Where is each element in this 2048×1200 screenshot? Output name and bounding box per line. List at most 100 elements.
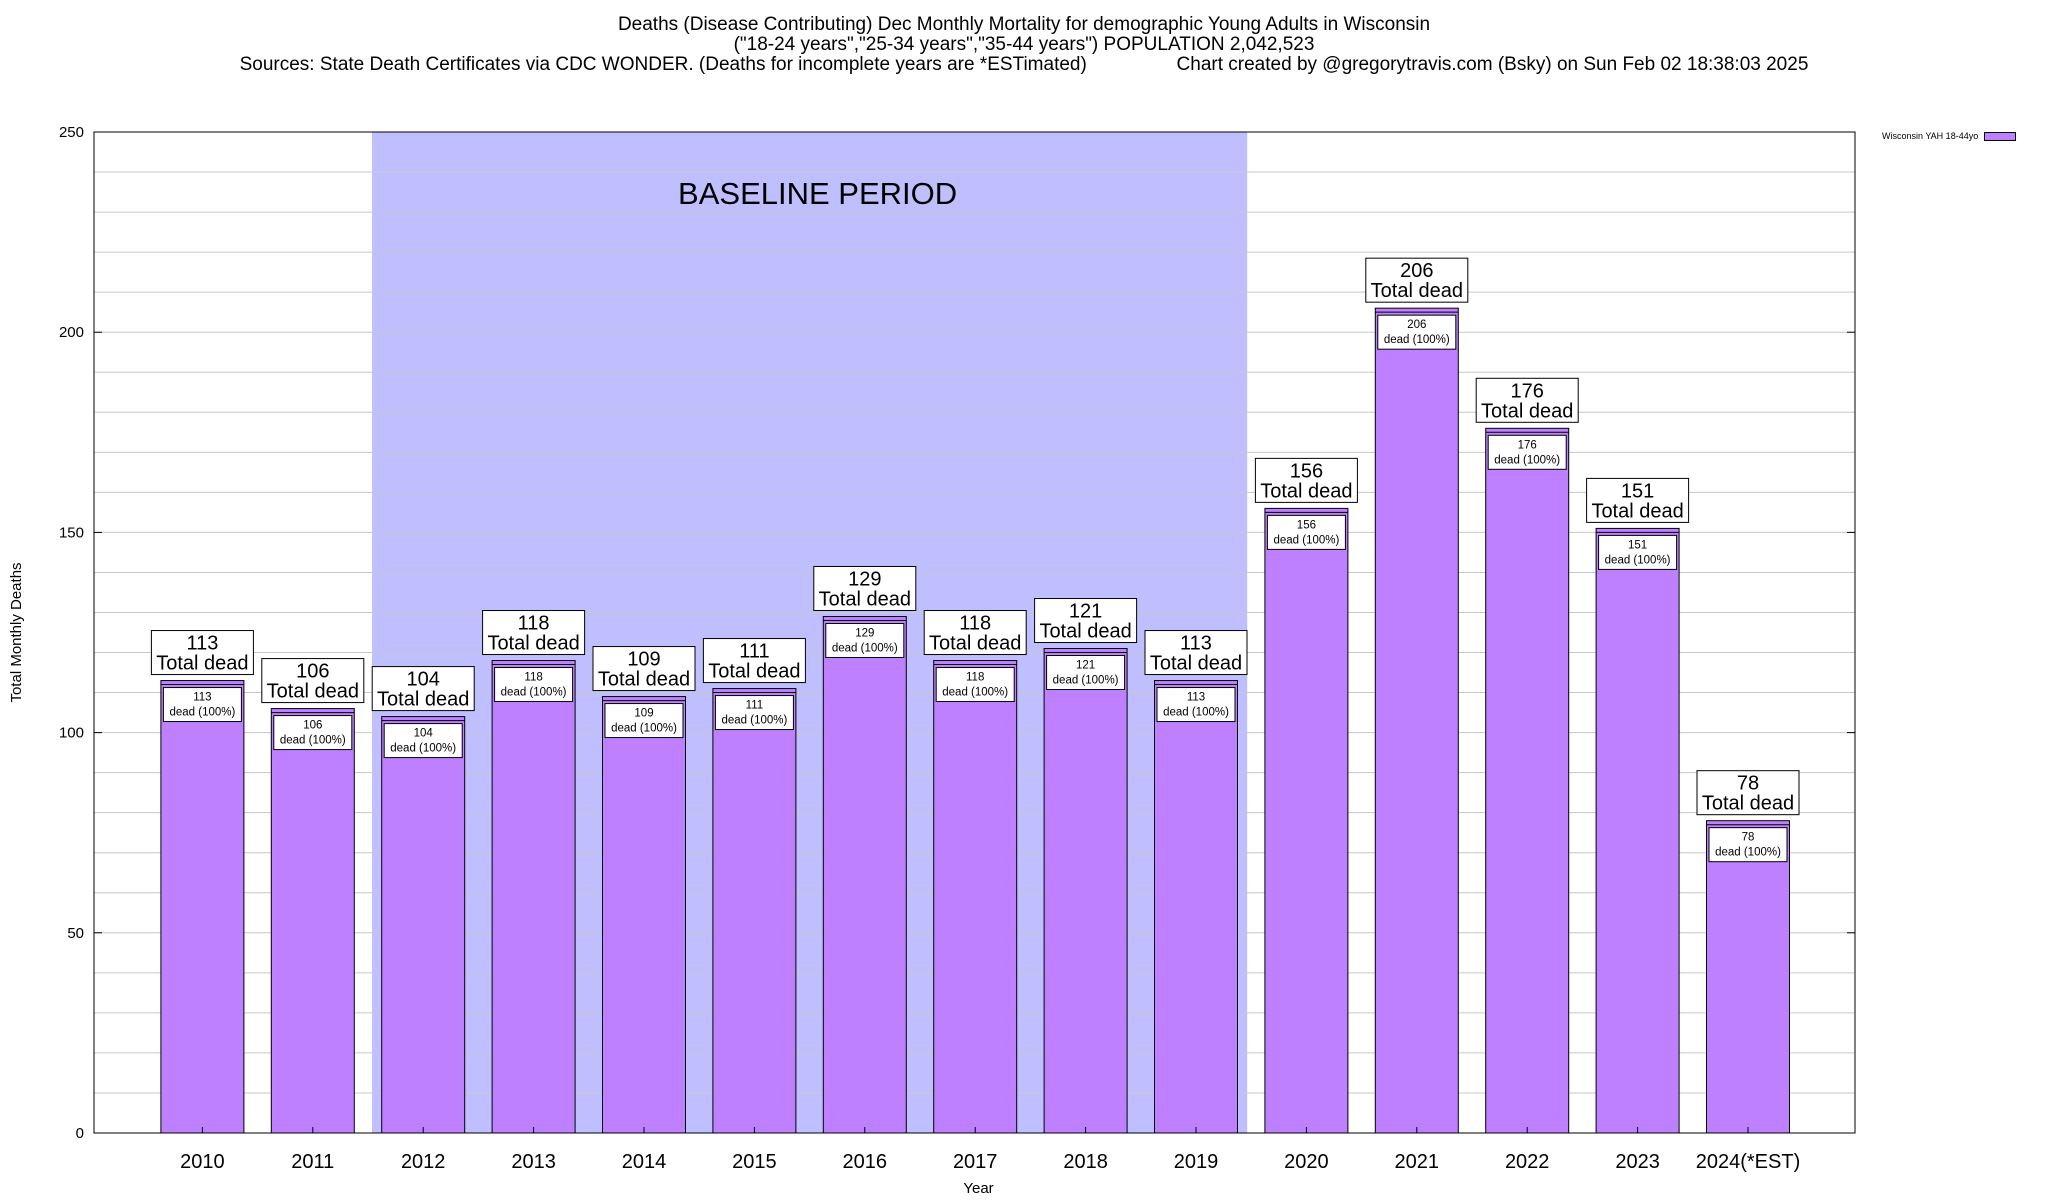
inner-label-box <box>1266 514 1346 550</box>
top-label-box <box>923 610 1027 656</box>
inner-label-value: 176 <box>1518 439 1537 451</box>
inner-label-box <box>714 695 794 731</box>
top-label-text: Total dead <box>1481 400 1573 422</box>
bar <box>491 660 576 1134</box>
top-label-value: 156 <box>1290 460 1323 482</box>
inner-label-box <box>1487 434 1567 470</box>
y-tick-label: 50 <box>67 925 84 942</box>
bar <box>602 696 686 1134</box>
top-label-box <box>371 666 475 712</box>
bar <box>1595 527 1680 1134</box>
top-label-box <box>482 610 586 656</box>
inner-label-text: dead (100%) <box>501 687 567 699</box>
bar <box>270 708 355 1134</box>
chart-title: Deaths (Disease Contributing) Dec Monthl… <box>617 14 1431 35</box>
top-label-text: Total dead <box>1371 280 1463 302</box>
y-tick-label: 150 <box>59 524 84 541</box>
top-label-value: 118 <box>959 613 991 635</box>
inner-label-value: 151 <box>1628 539 1647 551</box>
top-label-text: Total dead <box>1591 500 1683 522</box>
top-label-box <box>1586 477 1690 523</box>
x-tick-label: 2024(*EST) <box>1696 1151 1801 1173</box>
top-label-text: Total dead <box>156 653 248 675</box>
inner-label-box <box>273 715 353 751</box>
bar <box>381 716 466 1134</box>
top-label-value: 104 <box>407 669 440 691</box>
inner-label-value: 206 <box>1407 319 1426 331</box>
inner-label-value: 121 <box>1076 660 1095 672</box>
x-tick-label: 2021 <box>1395 1151 1440 1173</box>
top-label-text: Total dead <box>377 689 469 711</box>
legend: Wisconsin YAH 18-44yo <box>1882 131 2017 141</box>
legend-swatch <box>1984 131 2017 141</box>
x-tick-label: 2012 <box>401 1151 446 1173</box>
top-label-value: 106 <box>296 661 329 683</box>
bar <box>822 615 907 1134</box>
inner-label-box <box>1377 314 1457 350</box>
legend-label: Wisconsin YAH 18-44yo <box>1882 131 1979 141</box>
top-label-text: Total dead <box>1039 621 1131 643</box>
x-tick-label: 2019 <box>1174 1151 1219 1173</box>
x-tick-label: 2022 <box>1505 1151 1550 1173</box>
y-axis-label: Total Monthly Deaths <box>8 562 25 702</box>
bar <box>1154 680 1238 1134</box>
top-label-text: Total dead <box>1260 480 1352 502</box>
bar <box>1706 820 1790 1134</box>
inner-label-box <box>383 723 463 759</box>
top-label-value: 111 <box>739 641 769 663</box>
baseline-region-label: BASELINE PERIOD <box>678 176 957 211</box>
x-tick-label: 2011 <box>291 1151 334 1173</box>
inner-label-value: 106 <box>303 720 322 732</box>
x-tick-label: 2015 <box>732 1151 777 1173</box>
inner-label-value: 113 <box>1187 692 1205 704</box>
inner-label-box <box>935 667 1015 703</box>
top-label-box <box>1696 770 1800 816</box>
top-label-text: Total dead <box>1150 653 1242 675</box>
x-tick-label: 2014 <box>622 1151 667 1173</box>
x-tick-label: 2023 <box>1615 1151 1660 1173</box>
inner-label-text: dead (100%) <box>1163 707 1229 719</box>
bar <box>933 660 1018 1134</box>
inner-label-text: dead (100%) <box>169 707 235 719</box>
top-label-value: 206 <box>1400 260 1433 282</box>
bar <box>1043 648 1128 1134</box>
y-tick-label: 100 <box>59 725 84 742</box>
inner-label-text: dead (100%) <box>611 723 677 735</box>
chart-subtitle: ("18-24 years","25-34 years","35-44 year… <box>733 34 1315 55</box>
inner-label-text: dead (100%) <box>1273 534 1339 546</box>
top-label-text: Total dead <box>819 588 911 610</box>
bar <box>1374 307 1459 1134</box>
inner-label-text: dead (100%) <box>942 687 1008 699</box>
inner-label-box <box>604 703 684 739</box>
inner-label-box <box>1708 827 1788 863</box>
bar <box>712 688 797 1134</box>
top-label-value: 176 <box>1511 380 1544 402</box>
x-tick-label: 2010 <box>180 1151 225 1173</box>
top-label-text: Total dead <box>267 681 359 703</box>
inner-label-text: dead (100%) <box>1053 675 1119 687</box>
top-label-box <box>1365 257 1469 303</box>
inner-label-text: dead (100%) <box>1384 334 1450 346</box>
inner-label-value: 109 <box>634 708 653 720</box>
x-tick-label: 2020 <box>1284 1151 1329 1173</box>
x-tick-label: 2018 <box>1063 1151 1108 1173</box>
top-label-text: Total dead <box>598 669 690 691</box>
inner-label-box <box>162 687 242 723</box>
inner-label-text: dead (100%) <box>832 642 898 654</box>
inner-label-text: dead (100%) <box>1605 554 1671 566</box>
inner-label-text: dead (100%) <box>1715 847 1781 859</box>
top-label-value: 118 <box>518 613 550 635</box>
inner-label-value: 118 <box>524 672 542 684</box>
top-label-box <box>150 630 254 676</box>
bar <box>1485 427 1570 1134</box>
inner-label-box <box>1598 534 1678 570</box>
inner-label-value: 78 <box>1742 832 1755 844</box>
y-tick-label: 200 <box>59 324 84 341</box>
top-label-text: Total dead <box>708 661 800 683</box>
top-label-value: 151 <box>1621 480 1654 502</box>
top-label-box <box>1475 377 1579 423</box>
top-label-text: Total dead <box>929 633 1021 655</box>
inner-label-box <box>1046 655 1126 691</box>
inner-label-text: dead (100%) <box>390 743 456 755</box>
chart-sources-credit: Sources: State Death Certificates via CD… <box>239 54 1809 75</box>
